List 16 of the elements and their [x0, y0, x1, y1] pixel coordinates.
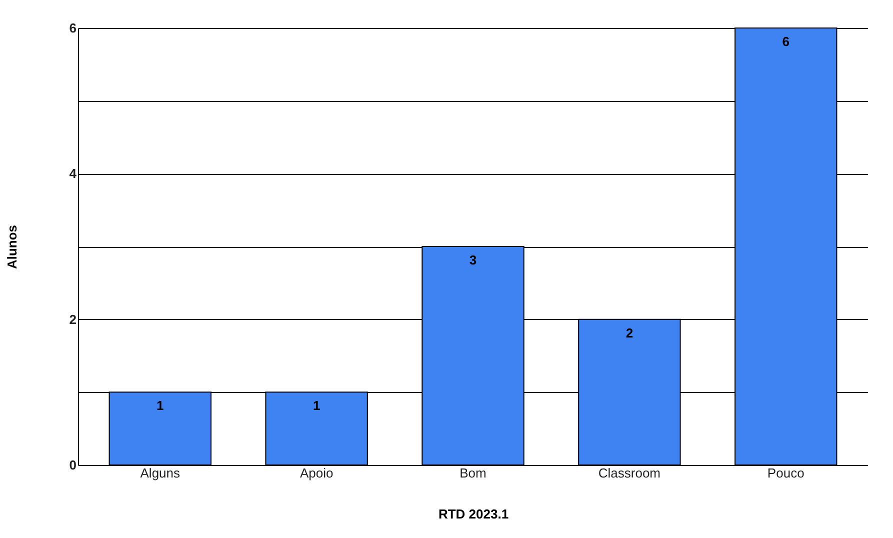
x-tick-label: Classroom: [598, 466, 660, 480]
data-label: 1: [156, 398, 164, 414]
x-tick-label: Bom: [460, 466, 486, 480]
data-label: 2: [626, 325, 634, 340]
y-tick-label: 6: [69, 20, 76, 36]
y-tick-label: 4: [69, 166, 78, 182]
x-tick-label: Apoio: [300, 466, 334, 480]
x-axis-title: RTD 2023.1: [438, 506, 509, 522]
x-tick-label: Alguns: [140, 466, 181, 480]
data-label: 3: [469, 252, 477, 268]
data-label: 6: [782, 34, 790, 49]
y-tick-label: 0: [69, 458, 76, 472]
x-tick-label: Pouco: [767, 466, 804, 480]
y-tick-label: 2: [69, 312, 76, 327]
y-axis-title: Alunos: [4, 224, 20, 270]
data-label: 1: [312, 398, 320, 414]
